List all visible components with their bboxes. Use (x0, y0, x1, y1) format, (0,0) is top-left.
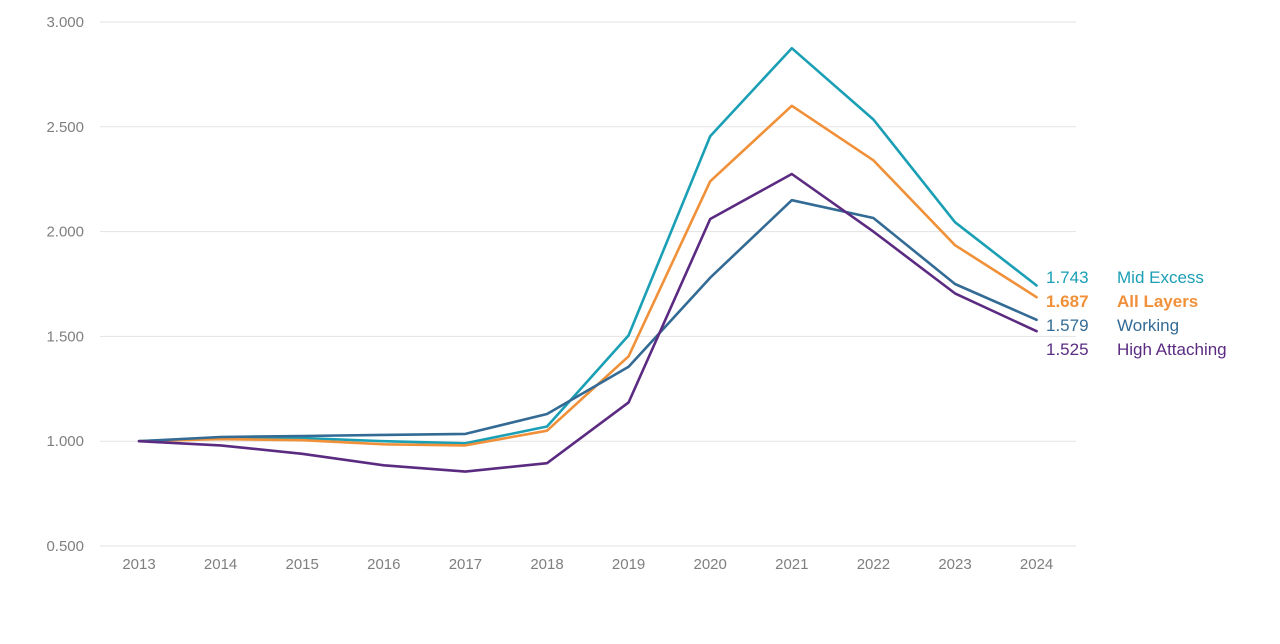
series-line-high-attaching (137, 172, 1038, 473)
x-tick-label: 2022 (857, 556, 890, 573)
y-tick-label: 1.000 (46, 433, 84, 450)
end-value-label: 1.687 (1046, 292, 1089, 311)
x-tick-label: 2016 (367, 556, 400, 573)
x-tick-label: 2013 (122, 556, 155, 573)
x-tick-label: 2024 (1020, 556, 1053, 573)
series-line-working (137, 198, 1038, 443)
series-name-label: High Attaching (1117, 340, 1227, 359)
y-tick-label: 1.500 (46, 328, 84, 345)
series-line-mid-excess (137, 46, 1038, 445)
x-tick-label: 2021 (775, 556, 808, 573)
series-name-label: Mid Excess (1117, 268, 1204, 287)
end-value-label: 1.579 (1046, 316, 1089, 335)
gridlines (100, 21, 1076, 547)
x-tick-label: 2020 (694, 556, 727, 573)
x-tick-label: 2023 (938, 556, 971, 573)
x-tick-label: 2014 (204, 556, 237, 573)
y-tick-label: 3.000 (46, 14, 84, 31)
x-tick-label: 2015 (286, 556, 319, 573)
y-tick-label: 2.500 (46, 119, 84, 136)
x-tick-label: 2019 (612, 556, 645, 573)
end-labels: 1.743 Mid Excess 1.687 All Layers 1.579 Worki… (1046, 268, 1227, 359)
y-tick-label: 2.000 (46, 224, 84, 241)
end-value-label: 1.525 (1046, 340, 1089, 359)
series-name-label: Working (1117, 316, 1179, 335)
x-axis-ticks: 2013 2014 2015 2016 2017 2018 2019 2020 2021 2022… (122, 556, 1053, 573)
series-name-label: All Layers (1117, 292, 1198, 311)
series-lines (137, 46, 1038, 473)
y-axis-ticks: 0.500 1.000 1.500 2.000 2.500 3.000 (46, 14, 84, 555)
series-line-all-layers (137, 104, 1038, 447)
end-value-label: 1.743 (1046, 268, 1089, 287)
x-tick-label: 2018 (530, 556, 563, 573)
y-tick-label: 0.500 (46, 538, 84, 555)
x-tick-label: 2017 (449, 556, 482, 573)
